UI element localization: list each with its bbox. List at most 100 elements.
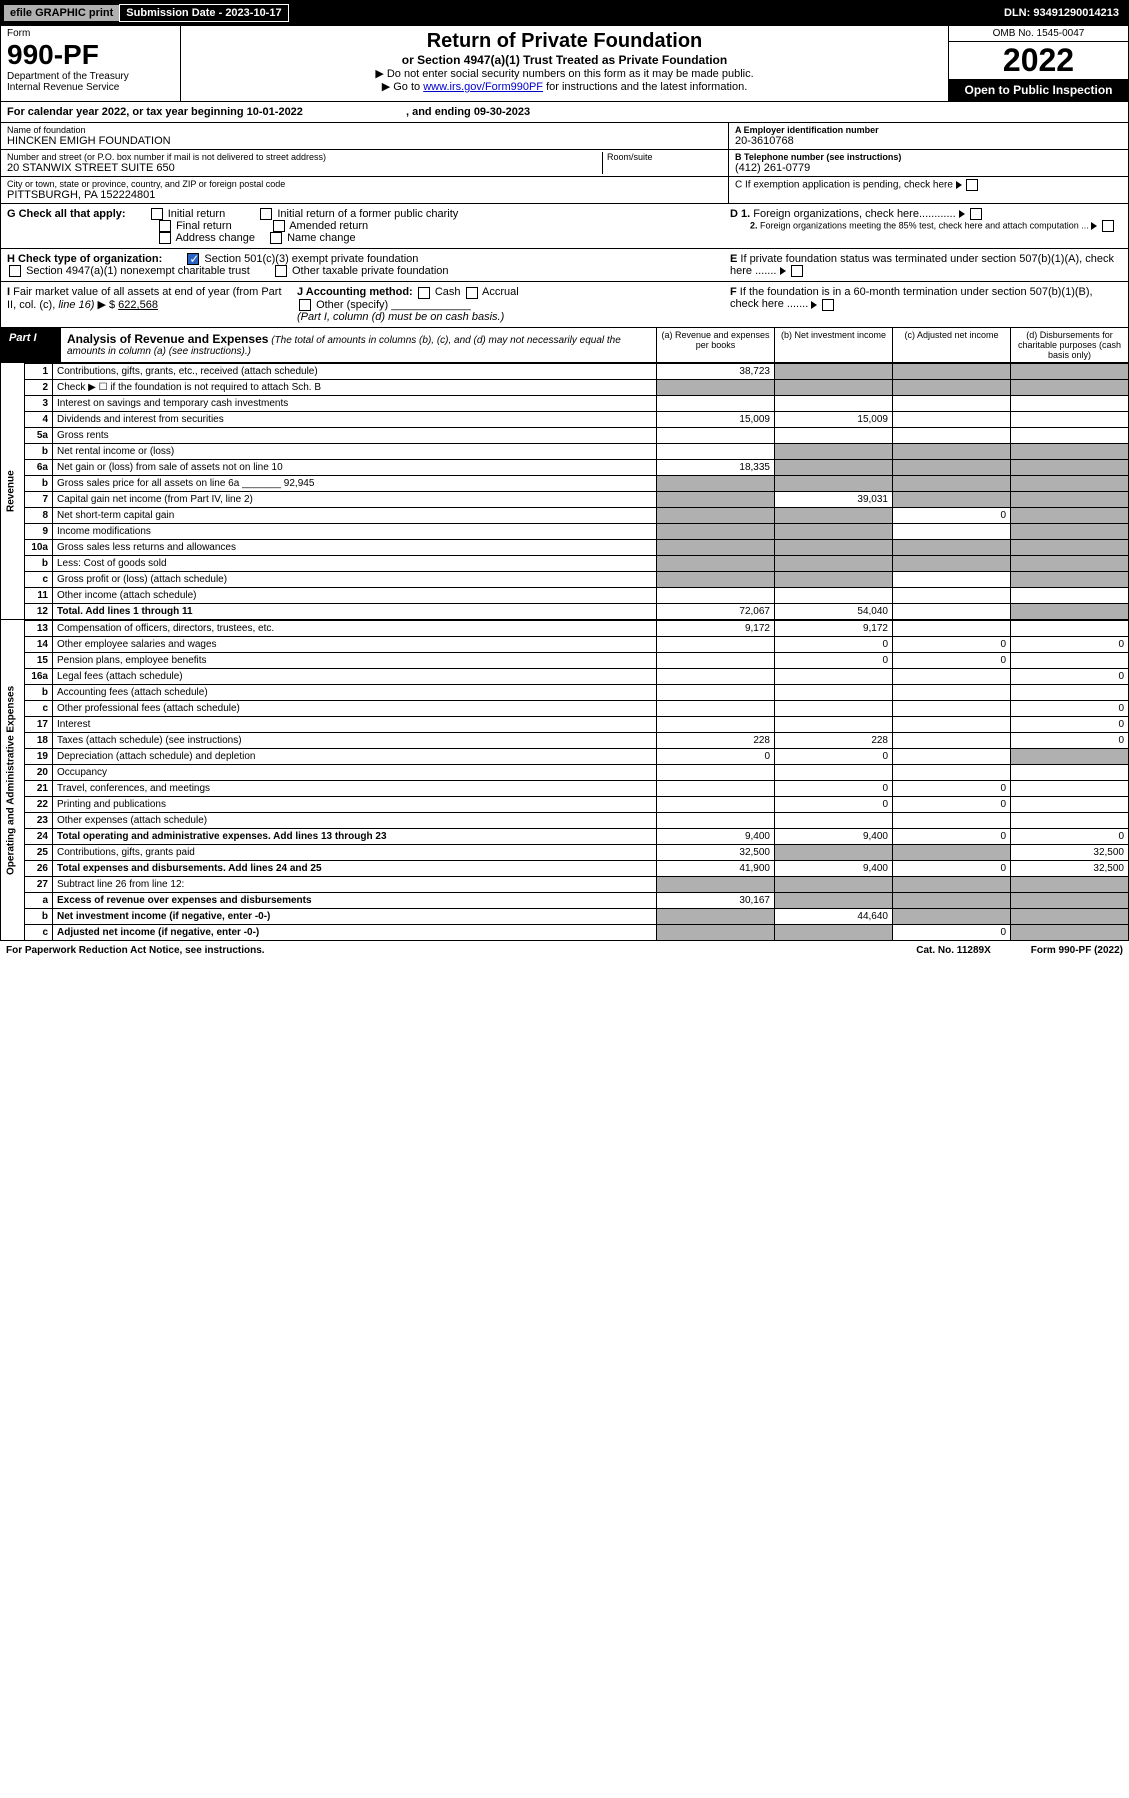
row-desc: Net short-term capital gain xyxy=(53,507,657,523)
cell-col-b xyxy=(775,764,893,780)
checkbox-other-taxable[interactable] xyxy=(275,265,287,277)
row-desc: Legal fees (attach schedule) xyxy=(53,668,657,684)
cell-col-a: 228 xyxy=(657,732,775,748)
checkbox-cash[interactable] xyxy=(418,287,430,299)
cell-col-d xyxy=(1011,363,1129,379)
row-desc: Net investment income (if negative, ente… xyxy=(53,908,657,924)
col-d-header: (d) Disbursements for charitable purpose… xyxy=(1010,328,1128,362)
checkbox-d1[interactable] xyxy=(970,208,982,220)
checkbox-4947[interactable] xyxy=(9,265,21,277)
cell-col-b: 0 xyxy=(775,652,893,668)
cell-col-a xyxy=(657,636,775,652)
cell-col-a xyxy=(657,876,775,892)
table-row: 3Interest on savings and temporary cash … xyxy=(1,395,1129,411)
cell-col-a xyxy=(657,780,775,796)
table-row: 2Check ▶ ☐ if the foundation is not requ… xyxy=(1,379,1129,395)
row-number: 24 xyxy=(25,828,53,844)
cell-col-d: 0 xyxy=(1011,668,1129,684)
checkbox-501c3[interactable] xyxy=(187,253,199,265)
row-number: 19 xyxy=(25,748,53,764)
cell-col-d xyxy=(1011,652,1129,668)
table-row: 4Dividends and interest from securities1… xyxy=(1,411,1129,427)
table-row: Operating and Administrative Expenses13C… xyxy=(1,620,1129,636)
cell-col-d xyxy=(1011,587,1129,603)
cell-col-b xyxy=(775,812,893,828)
row-number: c xyxy=(25,700,53,716)
cat-number: Cat. No. 11289X xyxy=(916,945,990,956)
checkbox-other-method[interactable] xyxy=(299,299,311,311)
cell-col-c xyxy=(893,539,1011,555)
cell-col-a: 18,335 xyxy=(657,459,775,475)
table-row: cGross profit or (loss) (attach schedule… xyxy=(1,571,1129,587)
check-block-g: G Check all that apply: Initial return I… xyxy=(0,204,1129,249)
cell-col-c xyxy=(893,716,1011,732)
row-number: b xyxy=(25,443,53,459)
cell-col-a xyxy=(657,571,775,587)
info-block: Name of foundation HINCKEN EMIGH FOUNDAT… xyxy=(0,123,1129,204)
row-desc: Interest on savings and temporary cash i… xyxy=(53,395,657,411)
cell-col-a: 15,009 xyxy=(657,411,775,427)
cell-col-b xyxy=(775,571,893,587)
arrow-icon xyxy=(956,181,962,189)
cell-col-b: 228 xyxy=(775,732,893,748)
irs-link[interactable]: www.irs.gov/Form990PF xyxy=(423,81,543,93)
cell-col-d xyxy=(1011,507,1129,523)
row-number: 9 xyxy=(25,523,53,539)
row-number: 11 xyxy=(25,587,53,603)
paperwork-notice: For Paperwork Reduction Act Notice, see … xyxy=(6,945,265,956)
c-exemption: C If exemption application is pending, c… xyxy=(729,177,1128,193)
cell-col-d xyxy=(1011,475,1129,491)
cell-col-a: 30,167 xyxy=(657,892,775,908)
cell-col-b: 0 xyxy=(775,748,893,764)
cell-col-b xyxy=(775,443,893,459)
footer: For Paperwork Reduction Act Notice, see … xyxy=(0,941,1129,960)
top-bar: efile GRAPHIC print Submission Date - 20… xyxy=(0,0,1129,26)
foundation-name: HINCKEN EMIGH FOUNDATION xyxy=(7,135,722,147)
row-desc: Excess of revenue over expenses and disb… xyxy=(53,892,657,908)
checkbox-accrual[interactable] xyxy=(466,287,478,299)
checkbox-d2[interactable] xyxy=(1102,220,1114,232)
cell-col-b xyxy=(775,684,893,700)
checkbox-c[interactable] xyxy=(966,179,978,191)
cell-col-b: 0 xyxy=(775,780,893,796)
cell-col-c xyxy=(893,411,1011,427)
cell-col-c xyxy=(893,668,1011,684)
cell-col-c xyxy=(893,363,1011,379)
row-desc: Less: Cost of goods sold xyxy=(53,555,657,571)
checkbox-e[interactable] xyxy=(791,265,803,277)
cell-col-d xyxy=(1011,812,1129,828)
cell-col-b xyxy=(775,668,893,684)
cell-col-b xyxy=(775,379,893,395)
row-number: 2 xyxy=(25,379,53,395)
cell-col-c xyxy=(893,555,1011,571)
form-label: Form xyxy=(7,28,174,39)
arrow-icon xyxy=(959,210,965,218)
checkbox-f[interactable] xyxy=(822,299,834,311)
checkbox-initial-former[interactable] xyxy=(260,208,272,220)
table-row: bGross sales price for all assets on lin… xyxy=(1,475,1129,491)
cell-col-b xyxy=(775,363,893,379)
checkbox-name[interactable] xyxy=(270,232,282,244)
cell-col-d: 0 xyxy=(1011,700,1129,716)
table-row: 9Income modifications xyxy=(1,523,1129,539)
checkbox-address[interactable] xyxy=(159,232,171,244)
cell-col-a xyxy=(657,379,775,395)
cell-col-b: 54,040 xyxy=(775,603,893,619)
row-desc: Taxes (attach schedule) (see instruction… xyxy=(53,732,657,748)
checkbox-amended[interactable] xyxy=(273,220,285,232)
cell-col-a xyxy=(657,812,775,828)
form-title: Return of Private Foundation xyxy=(185,30,944,53)
checkbox-final[interactable] xyxy=(159,220,171,232)
cell-col-b xyxy=(775,876,893,892)
cell-col-a: 32,500 xyxy=(657,844,775,860)
row-number: 7 xyxy=(25,491,53,507)
cell-col-a xyxy=(657,427,775,443)
row-number: 3 xyxy=(25,395,53,411)
checkbox-initial[interactable] xyxy=(151,208,163,220)
room-label: Room/suite xyxy=(607,152,722,162)
cell-col-b xyxy=(775,475,893,491)
row-number: 25 xyxy=(25,844,53,860)
row-desc: Pension plans, employee benefits xyxy=(53,652,657,668)
f-60month: F If the foundation is in a 60-month ter… xyxy=(730,286,1122,310)
cell-col-c xyxy=(893,908,1011,924)
